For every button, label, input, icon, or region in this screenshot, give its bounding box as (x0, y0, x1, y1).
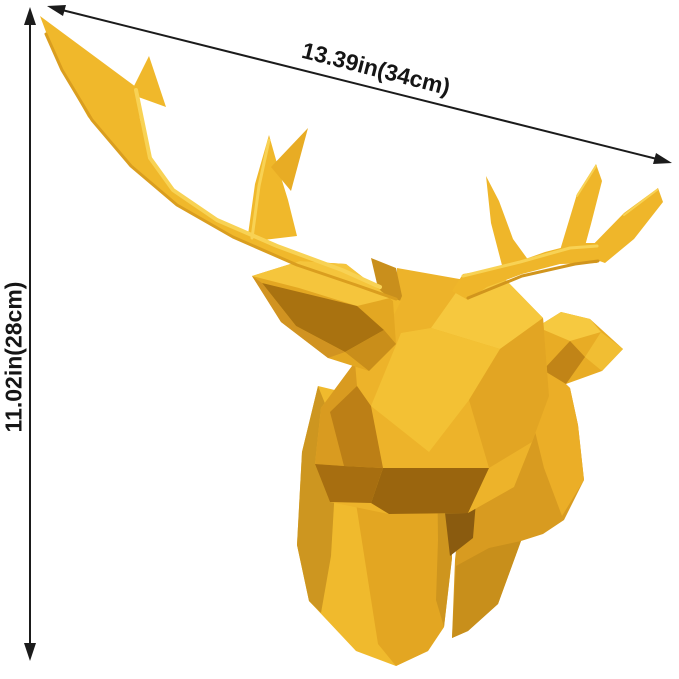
head-right-cheek (469, 318, 549, 468)
right-antler-tine-left (486, 176, 529, 273)
head-nose-shadow (330, 386, 383, 468)
right-tine-mid-highlight (576, 165, 597, 197)
left-antler-outer-shade (44, 32, 398, 301)
left-antler-beam (40, 16, 401, 317)
arrowhead-icon (47, 5, 66, 16)
height-dimension-label: 11.02in(28cm) (0, 281, 27, 433)
right-ear-tip (585, 332, 623, 371)
height-line-arrow (24, 7, 36, 661)
right-tine-right-highlight (623, 189, 658, 216)
arrowhead-icon (24, 643, 36, 661)
shoulder-bottom-lobe (452, 541, 521, 638)
left-antler-tine (247, 135, 297, 242)
head-face-center (371, 328, 500, 452)
left-antler-tine-highlight (250, 138, 271, 240)
right-ear-bottom-shadow (538, 341, 585, 384)
width-line-arrow (47, 5, 672, 164)
right-antler-beam (452, 243, 610, 300)
left-ear-top-highlight (252, 261, 390, 306)
left-antler-tine-branch (271, 128, 308, 191)
head-chin (315, 464, 383, 503)
left-ear-lower-rim (252, 276, 345, 358)
right-antler-top-highlight (461, 244, 599, 278)
right-antler-tine-right (583, 188, 663, 263)
arrowhead-icon (653, 153, 672, 164)
left-antler-top-highlight (134, 88, 382, 289)
left-ear-inner-shadow (262, 283, 384, 352)
right-antler-bottom-shade (466, 259, 600, 300)
left-ear-inner-mid (345, 330, 396, 371)
left-antler-fork-prong (130, 56, 166, 107)
right-antler-tine-middle (558, 164, 602, 257)
arrowhead-icon (24, 7, 36, 25)
right-ear-top-highlight (537, 312, 601, 341)
head-underjaw-shadow (371, 468, 489, 514)
